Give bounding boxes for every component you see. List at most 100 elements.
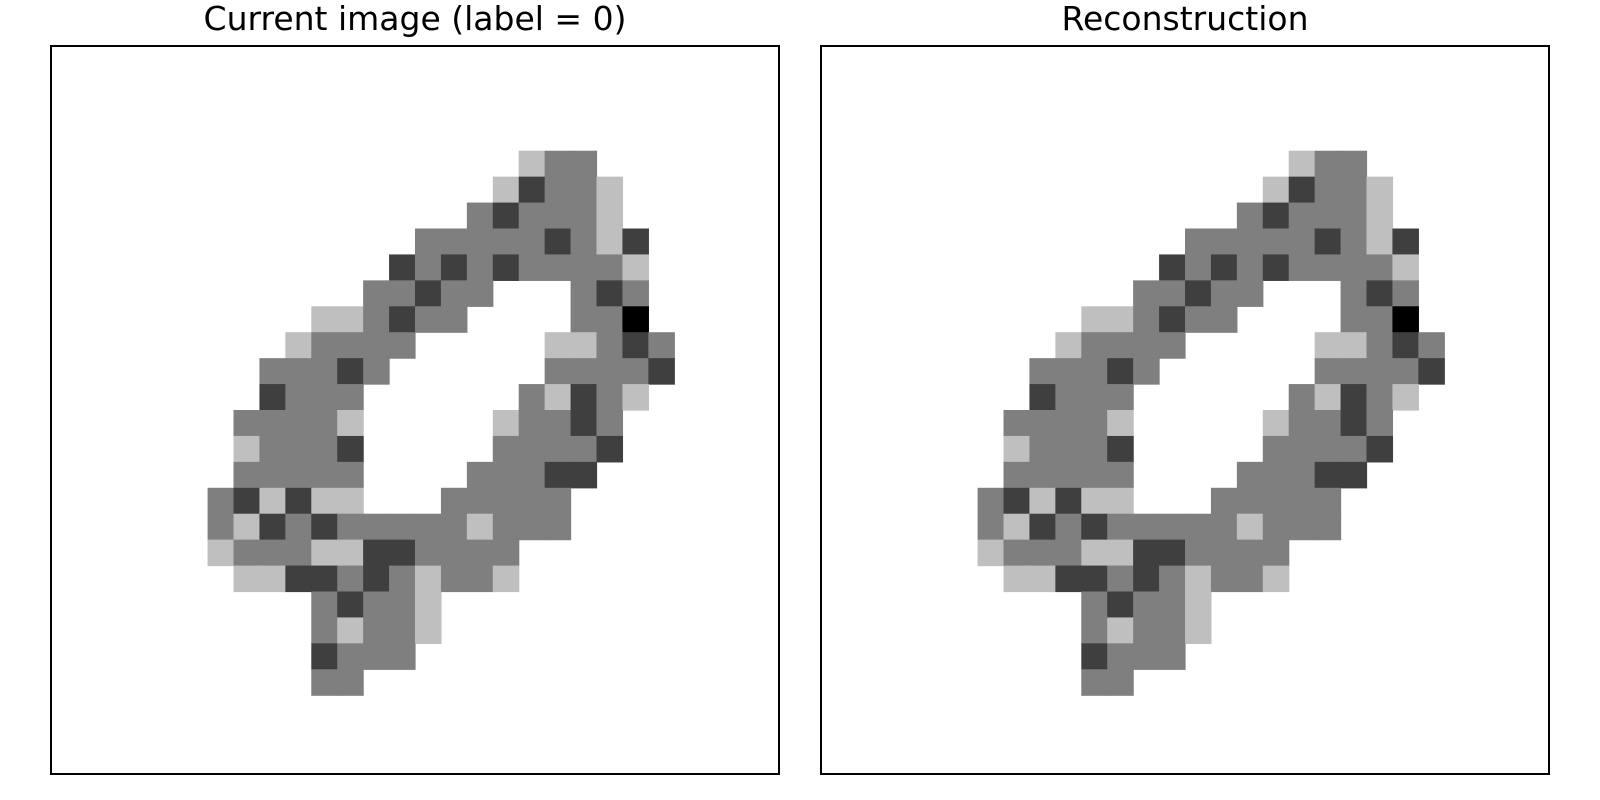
heatmap-cell bbox=[311, 306, 338, 333]
heatmap-cell bbox=[311, 539, 338, 567]
heatmap-cell bbox=[1262, 176, 1290, 204]
heatmap-cell bbox=[1288, 410, 1316, 437]
heatmap-cell bbox=[570, 461, 598, 489]
heatmap-cell bbox=[233, 539, 261, 567]
heatmap-cell bbox=[1288, 384, 1316, 411]
heatmap-cell bbox=[492, 461, 520, 489]
heatmap-cell bbox=[207, 513, 235, 541]
heatmap-cell bbox=[1392, 332, 1419, 359]
heatmap-cell bbox=[1081, 617, 1108, 644]
heatmap-cell bbox=[1081, 306, 1108, 333]
heatmap-cell bbox=[285, 358, 312, 385]
heatmap-cell bbox=[570, 202, 598, 230]
heatmap-cell bbox=[544, 435, 572, 463]
heatmap-cell bbox=[1159, 643, 1186, 670]
heatmap-cell bbox=[1055, 461, 1082, 489]
heatmap-cell bbox=[1185, 306, 1212, 333]
heatmap-cell bbox=[596, 228, 624, 256]
heatmap-cell bbox=[1314, 435, 1342, 463]
heatmap-cell bbox=[1314, 461, 1342, 489]
heatmap-cell bbox=[337, 591, 364, 619]
heatmap-cell bbox=[518, 435, 546, 463]
heatmap-cell bbox=[311, 384, 338, 411]
heatmap-cell bbox=[1081, 332, 1108, 359]
heatmap-cell bbox=[1392, 384, 1419, 411]
heatmap-cell bbox=[1366, 202, 1394, 230]
heatmap-cell bbox=[1366, 332, 1394, 359]
heatmap-cell bbox=[1314, 358, 1342, 385]
heatmap-cell bbox=[1029, 565, 1056, 593]
heatmap-cell bbox=[1366, 384, 1394, 411]
heatmap-cell bbox=[1314, 410, 1342, 437]
heatmap-cell bbox=[363, 617, 390, 644]
heatmap-cell bbox=[570, 358, 598, 385]
heatmap-cell bbox=[1314, 487, 1342, 515]
heatmap-cell bbox=[596, 435, 624, 463]
heatmap-cell bbox=[233, 461, 261, 489]
heatmap-cell bbox=[622, 358, 649, 385]
heatmap-cell bbox=[311, 461, 338, 489]
heatmap-cell bbox=[492, 254, 520, 281]
heatmap-cell bbox=[544, 513, 572, 541]
heatmap-cell bbox=[596, 176, 624, 204]
heatmap-cell bbox=[285, 384, 312, 411]
heatmap-cell bbox=[622, 228, 649, 256]
heatmap-cell bbox=[233, 565, 261, 593]
heatmap-cell bbox=[1392, 228, 1419, 256]
heatmap-cell bbox=[518, 513, 546, 541]
heatmap-cell bbox=[1055, 384, 1082, 411]
heatmap-cell bbox=[570, 332, 598, 359]
heatmap-cell bbox=[1366, 306, 1394, 333]
heatmap-cell bbox=[1288, 487, 1316, 515]
heatmap-cell bbox=[1366, 280, 1394, 307]
heatmap-cell bbox=[1029, 487, 1056, 515]
heatmap-cell bbox=[1081, 384, 1108, 411]
heatmap-cell bbox=[1003, 487, 1031, 515]
heatmap-cell bbox=[518, 176, 546, 204]
heatmap-cell bbox=[285, 435, 312, 463]
heatmap-cell bbox=[570, 435, 598, 463]
heatmap-cell bbox=[1055, 435, 1082, 463]
heatmap-cell bbox=[596, 384, 624, 411]
heatmap-cell bbox=[1288, 461, 1316, 489]
heatmap-cell bbox=[259, 358, 286, 385]
heatmap-cell bbox=[570, 384, 598, 411]
heatmap-cell bbox=[337, 513, 364, 541]
heatmap-cell bbox=[977, 513, 1005, 541]
heatmap-cell bbox=[337, 617, 364, 644]
heatmap-cell bbox=[648, 332, 675, 359]
heatmap-cell bbox=[1210, 228, 1238, 256]
heatmap-cell bbox=[389, 617, 416, 644]
heatmap-cell bbox=[1055, 487, 1082, 515]
heatmap-cell bbox=[518, 150, 546, 178]
heatmap-cell bbox=[1107, 591, 1134, 619]
heatmap-cell bbox=[259, 487, 286, 515]
heatmap-cell bbox=[1055, 539, 1082, 567]
heatmap-cell bbox=[1107, 384, 1134, 411]
heatmap-cell bbox=[466, 539, 494, 567]
heatmap-cell bbox=[518, 254, 546, 281]
heatmap-cell bbox=[1029, 384, 1056, 411]
heatmap-cell bbox=[1210, 487, 1238, 515]
heatmap-cell bbox=[977, 487, 1005, 515]
heatmap-cell bbox=[337, 306, 364, 333]
heatmap-cell bbox=[1288, 150, 1316, 178]
heatmap-cell bbox=[311, 487, 338, 515]
reconstruction-heatmap bbox=[977, 150, 1445, 696]
heatmap-cell bbox=[466, 202, 494, 230]
heatmap-cell bbox=[570, 228, 598, 256]
heatmap-cell bbox=[1107, 435, 1134, 463]
heatmap-cell bbox=[570, 410, 598, 437]
heatmap-cell bbox=[311, 358, 338, 385]
heatmap-cell bbox=[492, 228, 520, 256]
heatmap-cell bbox=[1340, 358, 1368, 385]
heatmap-cell bbox=[596, 254, 624, 281]
heatmap-cell bbox=[1081, 435, 1108, 463]
heatmap-cell bbox=[1340, 150, 1368, 178]
heatmap-cell bbox=[363, 565, 390, 593]
heatmap-cell bbox=[389, 643, 416, 670]
heatmap-cell bbox=[596, 332, 624, 359]
heatmap-cell bbox=[596, 280, 624, 307]
heatmap-cell bbox=[1003, 435, 1031, 463]
heatmap-cell bbox=[622, 280, 649, 307]
